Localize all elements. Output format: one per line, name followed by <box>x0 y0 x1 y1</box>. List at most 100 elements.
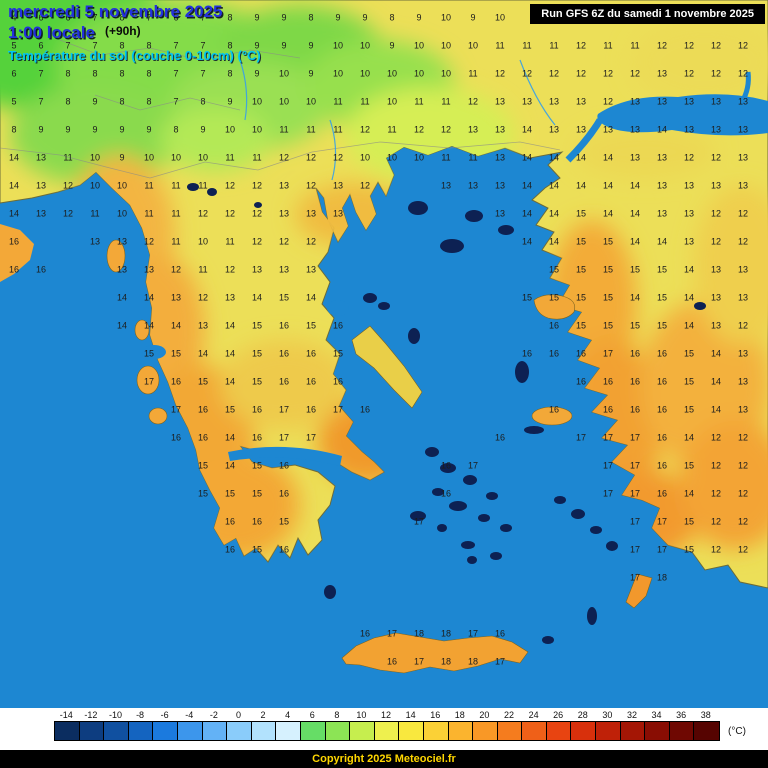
temp-value: 13 <box>737 180 749 191</box>
kefalonia-island <box>136 365 160 395</box>
temp-value: 14 <box>521 236 533 247</box>
temp-value: 8 <box>119 40 125 51</box>
temp-value: 13 <box>737 376 749 387</box>
temp-value: 11 <box>441 96 451 107</box>
temp-value: 13 <box>494 180 506 191</box>
temp-value: 14 <box>116 292 128 303</box>
temp-value: 9 <box>92 124 98 135</box>
temp-value: 16 <box>251 516 263 527</box>
temp-value: 13 <box>89 236 101 247</box>
temp-value: 9 <box>362 12 368 23</box>
temp-value: 16 <box>35 264 47 275</box>
temp-value: 12 <box>710 152 722 163</box>
temp-value: 13 <box>494 208 506 219</box>
temp-value: 9 <box>200 124 206 135</box>
temp-value: 7 <box>173 68 179 79</box>
temp-value: 12 <box>197 292 209 303</box>
temp-value: 16 <box>170 376 182 387</box>
temp-value: 11 <box>171 236 181 247</box>
temp-value: 16 <box>656 348 668 359</box>
temp-value: 14 <box>656 236 668 247</box>
temp-value: 17 <box>656 544 668 555</box>
temp-value: 13 <box>737 124 749 135</box>
temp-value: 17 <box>413 516 425 527</box>
temp-value: 14 <box>629 208 641 219</box>
temp-value: 17 <box>656 516 668 527</box>
temp-value: 13 <box>332 180 344 191</box>
temp-value: 8 <box>227 40 233 51</box>
temp-value: 13 <box>332 208 344 219</box>
copyright-link[interactable]: Copyright 2025 Meteociel.fr <box>312 753 456 765</box>
temp-value: 12 <box>305 152 317 163</box>
temp-value: 12 <box>737 40 749 51</box>
temp-value: 11 <box>333 124 343 135</box>
scale-label: 12 <box>381 710 392 720</box>
temp-value: 11 <box>468 68 478 79</box>
temp-value: 8 <box>119 68 125 79</box>
temp-value: 12 <box>359 180 371 191</box>
temp-value: 17 <box>602 348 614 359</box>
scale-cell <box>596 722 621 740</box>
temp-value: 16 <box>656 376 668 387</box>
temp-value: 16 <box>629 404 641 415</box>
temp-value: 12 <box>602 96 614 107</box>
temp-value: 12 <box>467 96 479 107</box>
map-area: 4 6 6 7 8 7 6 7 8 9 9 8 9 9 8 9 10 9 10 5 6 7 7 8 8 7 7 8 9 9 9 10 10 9 10… <box>0 0 768 708</box>
temp-value: 7 <box>65 40 71 51</box>
temp-value: 13 <box>602 124 614 135</box>
temp-value: 13 <box>35 180 47 191</box>
temp-value: 16 <box>494 628 506 639</box>
scale-cell <box>153 722 178 740</box>
scale-cell <box>423 722 449 740</box>
temp-value: 12 <box>575 68 587 79</box>
lakes <box>187 183 706 310</box>
temp-value: 17 <box>629 488 641 499</box>
temp-value: 15 <box>251 488 263 499</box>
temp-value: 12 <box>737 488 749 499</box>
temp-value: 15 <box>197 376 209 387</box>
temp-value: 15 <box>575 292 587 303</box>
temp-value: 10 <box>89 152 101 163</box>
temp-value: 16 <box>602 404 614 415</box>
temp-value: 15 <box>683 404 695 415</box>
temp-value: 9 <box>254 40 260 51</box>
temp-value: 15 <box>251 544 263 555</box>
scale-label: 28 <box>577 710 588 720</box>
scale-cell <box>571 722 597 740</box>
temp-value: 14 <box>548 208 560 219</box>
temp-value: 14 <box>683 264 695 275</box>
temp-value: 14 <box>224 460 236 471</box>
scale-label: -14 <box>59 710 73 720</box>
temp-value: 13 <box>278 264 290 275</box>
temp-value: 13 <box>575 96 587 107</box>
scale-label: 4 <box>285 710 291 720</box>
temp-value: 11 <box>306 124 316 135</box>
temp-value: 14 <box>170 320 182 331</box>
scale-cell <box>374 722 400 740</box>
temp-value: 15 <box>575 236 587 247</box>
temp-value: 15 <box>521 292 533 303</box>
temp-value: 16 <box>440 460 452 471</box>
country-borders <box>0 39 561 179</box>
temp-value: 14 <box>521 124 533 135</box>
temp-value: 11 <box>603 40 613 51</box>
scale-cell <box>276 722 301 740</box>
temp-value: 13 <box>278 180 290 191</box>
temp-value: 10 <box>359 152 371 163</box>
temp-value: 12 <box>278 236 290 247</box>
scale-unit: (°C) <box>728 725 746 737</box>
temp-value: 17 <box>467 460 479 471</box>
temp-value: 13 <box>737 292 749 303</box>
temp-value: 8 <box>11 124 17 135</box>
temp-value: 15 <box>656 320 668 331</box>
scale-label: -10 <box>108 710 122 720</box>
copyright-bar: Copyright 2025 Meteociel.fr <box>0 750 768 768</box>
temp-value: 14 <box>683 488 695 499</box>
temp-value: 9 <box>65 124 71 135</box>
temp-value: 15 <box>170 348 182 359</box>
temp-value: 13 <box>575 124 587 135</box>
temp-value: 16 <box>278 348 290 359</box>
scale-cell <box>694 722 720 740</box>
temp-value: 12 <box>440 124 452 135</box>
